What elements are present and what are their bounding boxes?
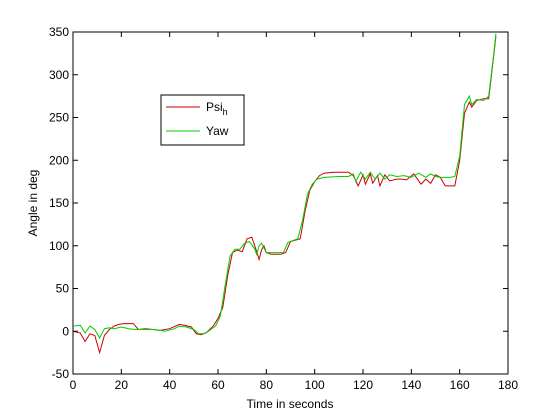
y-tick-label: 200 <box>49 153 69 167</box>
y-tick-label: 150 <box>49 196 69 210</box>
x-tick-label: 80 <box>260 378 274 392</box>
plot-area <box>72 31 509 375</box>
x-tick-label: 140 <box>401 378 421 392</box>
y-tick-label: -50 <box>52 367 70 381</box>
x-tick-label: 0 <box>70 378 77 392</box>
y-tick-label: 100 <box>49 239 69 253</box>
legend-box <box>160 94 245 146</box>
y-tick-label: 250 <box>49 111 69 125</box>
y-tick-label: 50 <box>56 282 70 296</box>
x-tick-label: 180 <box>498 378 518 392</box>
legend-label-yaw: Yaw <box>206 124 229 138</box>
x-axis-label: Time in seconds <box>247 397 334 411</box>
series-line-yaw <box>72 33 497 340</box>
x-tick-label: 120 <box>353 378 373 392</box>
x-tick-label: 40 <box>163 378 177 392</box>
y-axis-label: Angle in deg <box>26 170 40 237</box>
legend-label-psi: Psih <box>206 100 228 117</box>
y-tick-label: 300 <box>49 68 69 82</box>
x-tick-label: 160 <box>450 378 470 392</box>
legend: Psih Yaw <box>160 94 245 146</box>
y-tick-label: 0 <box>62 324 69 338</box>
y-tick-label: 350 <box>49 25 69 39</box>
x-tick-label: 100 <box>305 378 325 392</box>
x-tick-label: 60 <box>211 378 225 392</box>
x-tick-label: 20 <box>115 378 129 392</box>
series-layer <box>72 33 497 355</box>
ticks-layer: 0 20 40 60 80 100 120 140 160 180-500501001502002… <box>49 25 518 392</box>
